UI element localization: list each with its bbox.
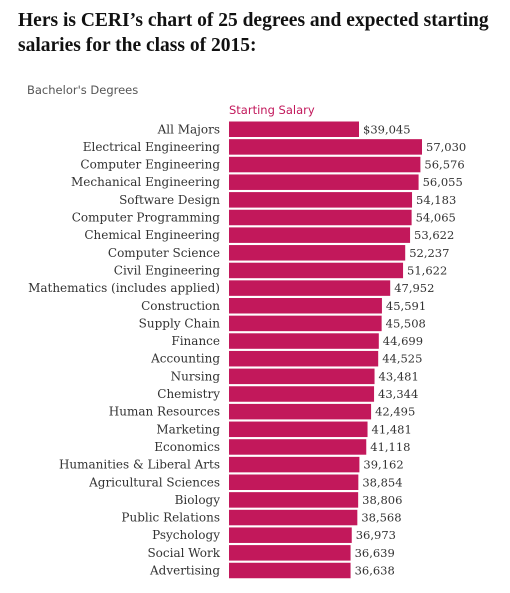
value-label-marketing: 41,481 bbox=[372, 422, 412, 436]
bar-chemistry bbox=[229, 386, 375, 402]
category-label-chemistry: Chemistry bbox=[157, 387, 220, 401]
value-label-computer-programming: 54,065 bbox=[416, 211, 456, 225]
category-label-chemical-engineering: Chemical Engineering bbox=[84, 228, 220, 242]
category-label-computer-engineering: Computer Engineering bbox=[80, 158, 220, 172]
category-label-computer-programming: Computer Programming bbox=[72, 211, 221, 225]
value-label-biology: 38,806 bbox=[362, 493, 402, 507]
category-label-computer-science: Computer Science bbox=[108, 246, 220, 260]
bar-mathematics-includes-applied bbox=[229, 280, 391, 296]
bar-finance bbox=[229, 333, 379, 349]
value-label-accounting: 44,525 bbox=[382, 352, 422, 366]
bar-biology bbox=[229, 492, 359, 508]
bar-all-majors bbox=[229, 121, 359, 137]
bar-human-resources bbox=[229, 403, 372, 420]
value-label-nursing: 43,481 bbox=[379, 369, 419, 383]
column-header: Starting Salary bbox=[229, 103, 315, 117]
category-label-marketing: Marketing bbox=[156, 422, 220, 436]
value-label-social-work: 36,639 bbox=[355, 546, 395, 560]
bar-psychology bbox=[229, 527, 352, 543]
category-label-all-majors: All Majors bbox=[157, 122, 220, 136]
bar-nursing bbox=[229, 368, 375, 385]
value-label-all-majors: $39,045 bbox=[363, 122, 411, 136]
category-label-biology: Biology bbox=[175, 493, 221, 507]
value-label-chemical-engineering: 53,622 bbox=[414, 228, 454, 242]
category-label-construction: Construction bbox=[141, 299, 220, 313]
value-label-public-relations: 38,568 bbox=[361, 511, 401, 525]
category-label-nursing: Nursing bbox=[171, 369, 221, 383]
category-label-mathematics-includes-applied: Mathematics (includes applied) bbox=[28, 281, 220, 295]
category-label-supply-chain: Supply Chain bbox=[139, 316, 221, 330]
value-label-agricultural-sciences: 38,854 bbox=[362, 475, 402, 489]
value-label-mathematics-includes-applied: 47,952 bbox=[394, 281, 434, 295]
bar-supply-chain bbox=[229, 315, 382, 332]
bar-accounting bbox=[229, 350, 379, 367]
value-label-computer-engineering: 56,576 bbox=[424, 158, 464, 172]
value-label-humanities-liberal-arts: 39,162 bbox=[363, 458, 403, 472]
value-label-civil-engineering: 51,622 bbox=[407, 263, 447, 277]
bar-agricultural-sciences bbox=[229, 474, 359, 490]
bar-computer-engineering bbox=[229, 156, 421, 173]
bar-construction bbox=[229, 298, 382, 314]
bar-advertising bbox=[229, 562, 351, 579]
bar-electrical-engineering bbox=[229, 139, 422, 155]
category-label-public-relations: Public Relations bbox=[121, 511, 220, 525]
value-label-mechanical-engineering: 56,055 bbox=[423, 175, 463, 189]
value-label-psychology: 36,973 bbox=[356, 528, 396, 542]
category-label-finance: Finance bbox=[171, 334, 220, 348]
value-label-advertising: 36,638 bbox=[355, 564, 395, 578]
value-label-chemistry: 43,344 bbox=[378, 387, 418, 401]
bar-software-design bbox=[229, 192, 413, 208]
bar-public-relations bbox=[229, 509, 358, 526]
category-label-software-design: Software Design bbox=[119, 193, 220, 207]
bar-social-work bbox=[229, 545, 351, 561]
value-label-construction: 45,591 bbox=[386, 299, 426, 313]
category-label-accounting: Accounting bbox=[150, 352, 220, 366]
category-label-civil-engineering: Civil Engineering bbox=[114, 263, 221, 277]
value-label-software-design: 54,183 bbox=[416, 193, 456, 207]
bar-humanities-liberal-arts bbox=[229, 456, 360, 473]
category-label-human-resources: Human Resources bbox=[109, 405, 220, 419]
bar-civil-engineering bbox=[229, 262, 404, 279]
category-label-humanities-liberal-arts: Humanities & Liberal Arts bbox=[59, 458, 220, 472]
section-label: Bachelor's Degrees bbox=[27, 83, 139, 97]
bar-mechanical-engineering bbox=[229, 174, 419, 190]
bar-computer-programming bbox=[229, 209, 412, 226]
category-label-social-work: Social Work bbox=[147, 546, 220, 560]
bar-computer-science bbox=[229, 245, 406, 261]
value-label-human-resources: 42,495 bbox=[375, 405, 415, 419]
category-label-advertising: Advertising bbox=[149, 564, 220, 578]
value-label-computer-science: 52,237 bbox=[409, 246, 449, 260]
value-label-finance: 44,699 bbox=[383, 334, 423, 348]
headline: Hers is CERI’s chart of 25 degrees and e… bbox=[18, 10, 489, 56]
value-label-economics: 41,118 bbox=[370, 440, 410, 454]
category-label-psychology: Psychology bbox=[152, 528, 220, 542]
category-label-agricultural-sciences: Agricultural Sciences bbox=[88, 475, 220, 489]
category-label-electrical-engineering: Electrical Engineering bbox=[83, 140, 221, 154]
value-label-supply-chain: 45,508 bbox=[386, 316, 426, 330]
bar-marketing bbox=[229, 421, 368, 438]
bar-chemical-engineering bbox=[229, 227, 411, 243]
category-label-mechanical-engineering: Mechanical Engineering bbox=[71, 175, 220, 189]
bar-economics bbox=[229, 439, 367, 455]
category-label-economics: Economics bbox=[154, 440, 220, 454]
value-label-electrical-engineering: 57,030 bbox=[426, 140, 466, 154]
